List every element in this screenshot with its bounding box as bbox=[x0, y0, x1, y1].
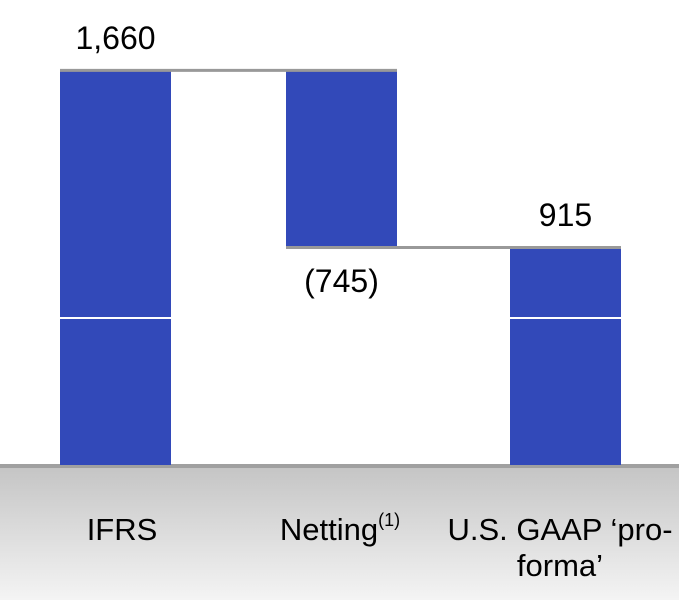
value-label: 915 bbox=[539, 197, 592, 233]
marks: 1,660 (745) 915 bbox=[60, 20, 621, 465]
bar bbox=[286, 70, 397, 248]
floor bbox=[0, 465, 679, 600]
category-label: IFRS bbox=[42, 512, 202, 548]
value-label: 1,660 bbox=[75, 20, 155, 56]
category-label: Netting(1) bbox=[230, 510, 450, 548]
category-label: U.S. GAAP ‘pro-forma’ bbox=[445, 512, 675, 584]
value-label: (745) bbox=[304, 263, 379, 299]
category-text: Netting bbox=[279, 512, 379, 547]
footnote-mark: (1) bbox=[378, 510, 401, 530]
bar bbox=[510, 247, 621, 465]
category-text: IFRS bbox=[86, 512, 158, 547]
bar bbox=[60, 70, 171, 465]
category-text: U.S. GAAP ‘pro-forma’ bbox=[447, 512, 673, 583]
